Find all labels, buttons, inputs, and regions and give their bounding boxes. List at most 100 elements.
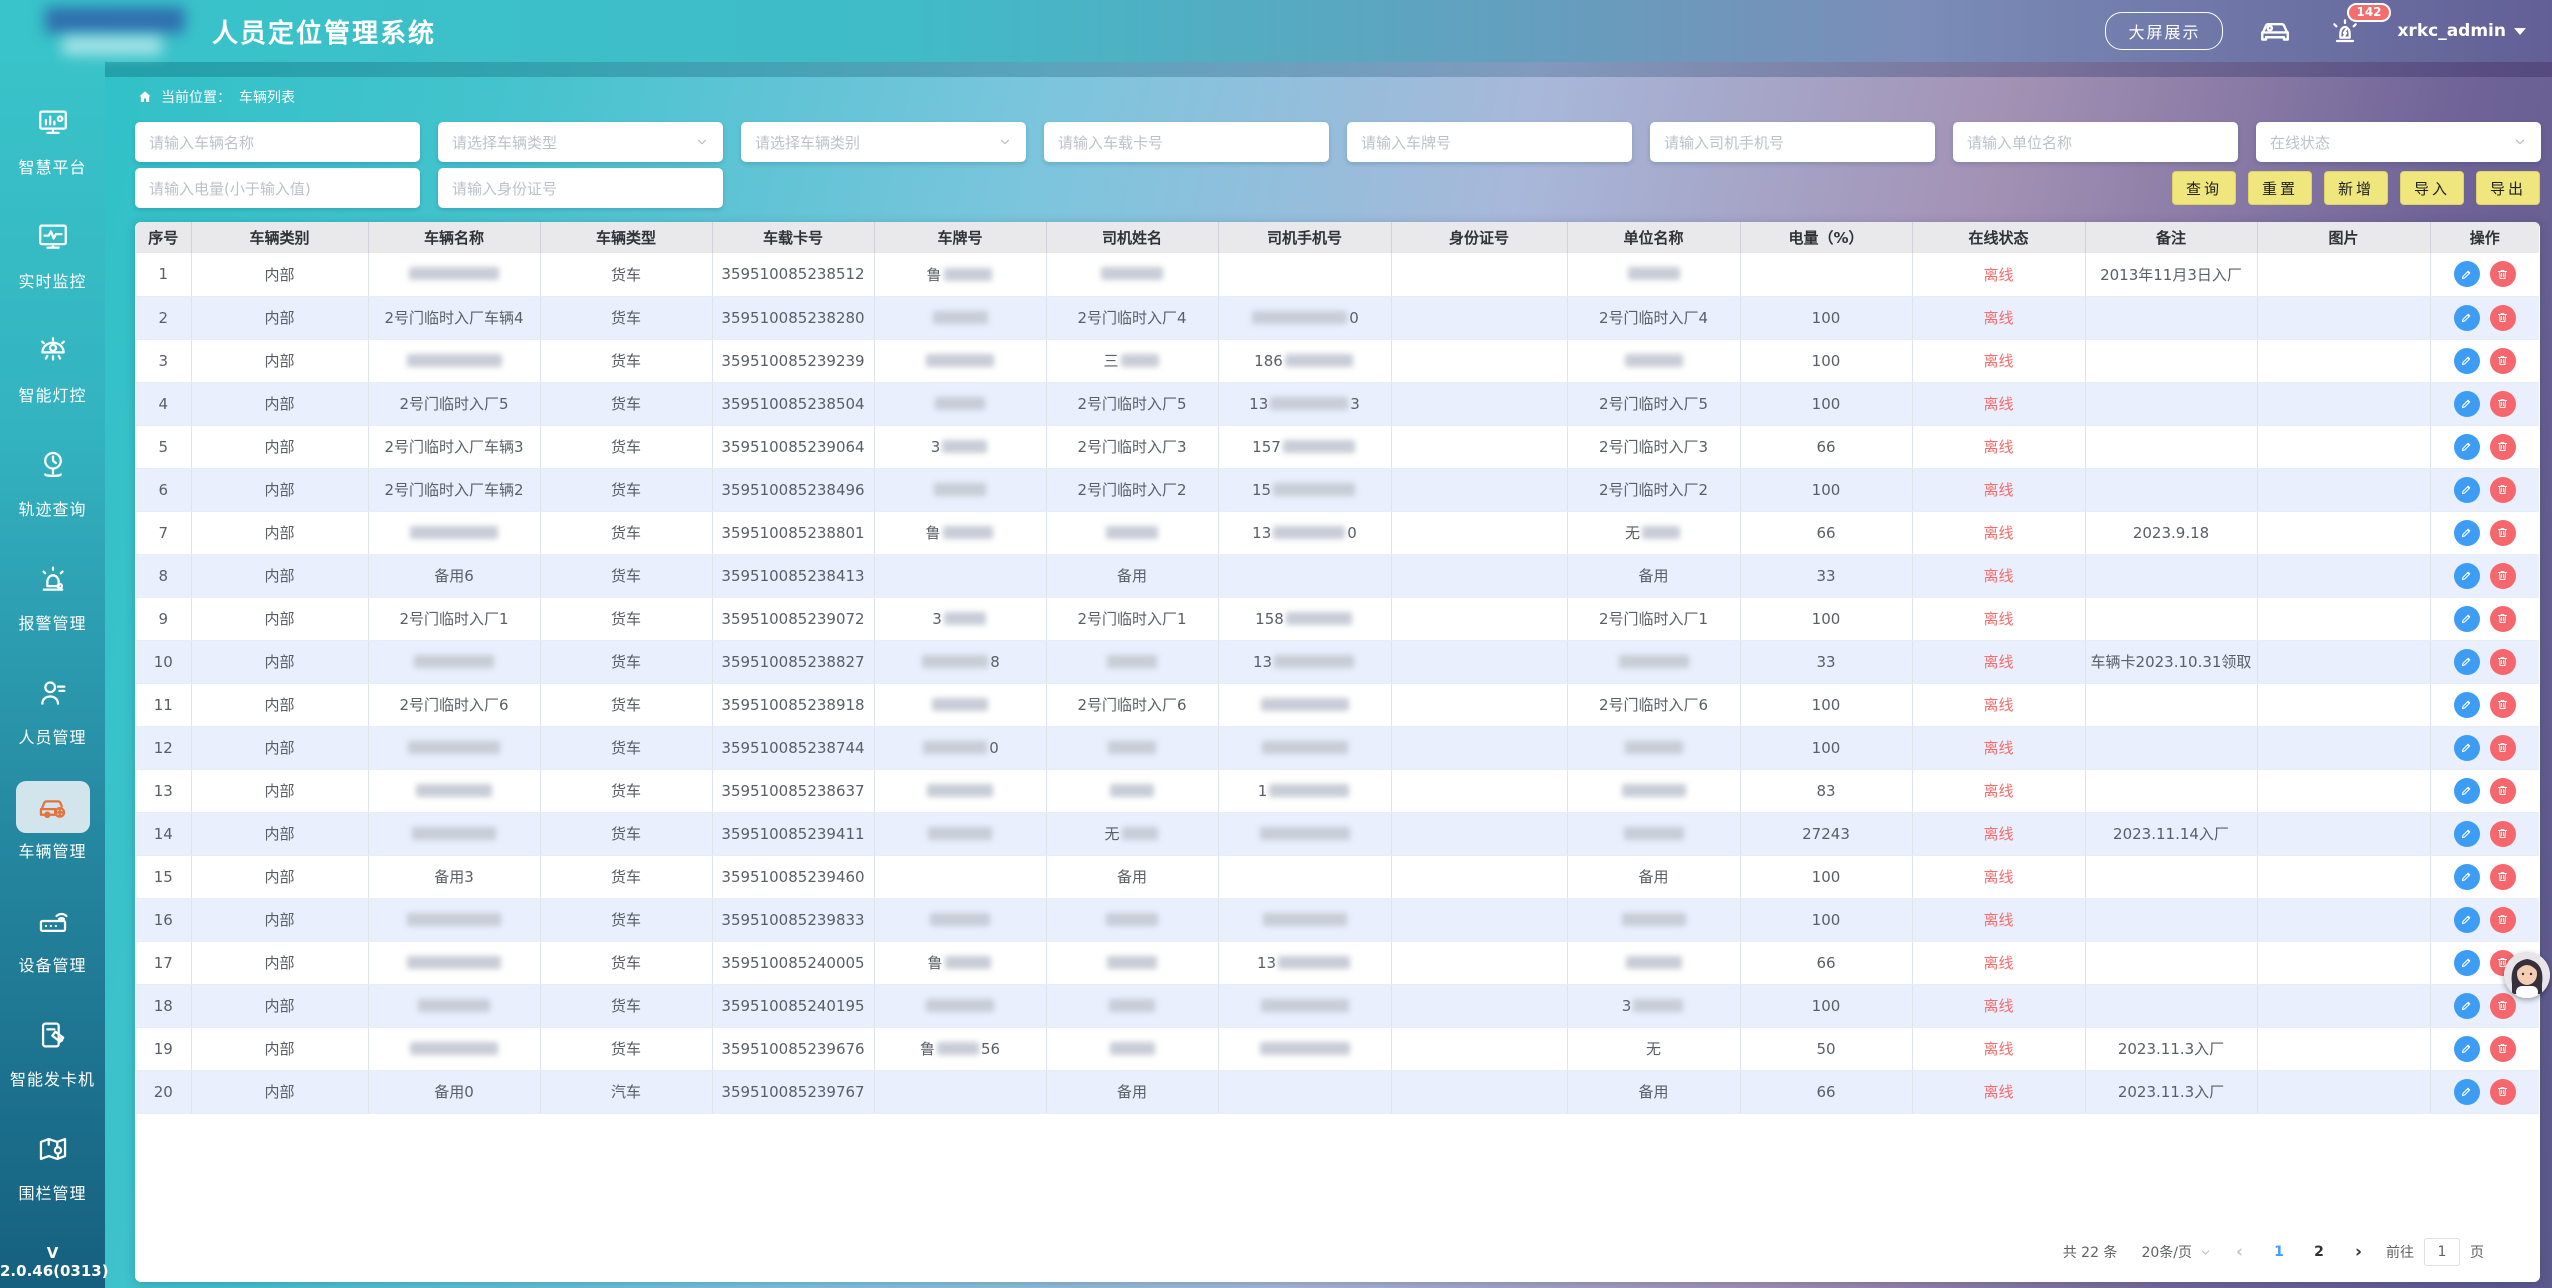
filter-select[interactable]: 在线状态 — [2256, 122, 2541, 162]
edit-button[interactable] — [2453, 691, 2480, 718]
assistant-avatar[interactable] — [2504, 952, 2550, 998]
alarm-siren-icon[interactable]: 142 — [2327, 3, 2391, 49]
delete-button[interactable] — [2489, 433, 2516, 460]
goto-page-input[interactable]: 1 — [2424, 1238, 2460, 1266]
cell-plate — [874, 855, 1047, 899]
edit-button[interactable] — [2453, 562, 2480, 589]
edit-button[interactable] — [2453, 519, 2480, 546]
cell-cat: 内部 — [191, 253, 369, 297]
page-number-1[interactable]: 1 — [2274, 1244, 2284, 1260]
filter-input[interactable]: 请输入车载卡号 — [1044, 122, 1329, 162]
delete-button[interactable] — [2489, 648, 2516, 675]
sidebar-item-card-machine[interactable]: 智能发卡机 — [0, 992, 105, 1106]
cell-pic — [2257, 640, 2431, 684]
sidebar-item-light[interactable]: 智能灯控 — [0, 308, 105, 422]
delete-button[interactable] — [2489, 519, 2516, 546]
sidebar-item-alarm[interactable]: 报警管理 — [0, 536, 105, 650]
filter-input[interactable]: 请输入身份证号 — [438, 168, 723, 208]
cell-cat: 内部 — [191, 941, 369, 985]
delete-button[interactable] — [2489, 1035, 2516, 1062]
edit-button[interactable] — [2453, 734, 2480, 761]
edit-button[interactable] — [2453, 347, 2480, 374]
delete-button[interactable] — [2489, 992, 2516, 1019]
cell-name: 2号门临时入厂5 — [368, 382, 541, 426]
sidebar-item-label: 智能发卡机 — [9, 1069, 95, 1089]
delete-button[interactable] — [2489, 863, 2516, 890]
page-number-2[interactable]: 2 — [2314, 1244, 2324, 1260]
sidebar-item-track[interactable]: 轨迹查询 — [0, 422, 105, 536]
export-button[interactable]: 导出 — [2476, 171, 2540, 205]
cell-name — [368, 511, 541, 555]
sidebar-item-vehicle[interactable]: 车辆管理 — [0, 764, 105, 878]
big-screen-button[interactable]: 大屏展示 — [2105, 12, 2224, 50]
edit-button[interactable] — [2453, 992, 2480, 1019]
cell-driver — [1046, 769, 1219, 813]
cell-cat: 内部 — [191, 984, 369, 1028]
user-menu[interactable]: xrkc_admin — [2397, 21, 2526, 41]
cell-phone — [1218, 683, 1392, 727]
delete-button[interactable] — [2489, 562, 2516, 589]
cell-pic — [2257, 984, 2431, 1028]
redacted-text — [410, 1041, 498, 1055]
edit-button[interactable] — [2453, 906, 2480, 933]
reset-button[interactable]: 重置 — [2248, 171, 2312, 205]
next-page-button[interactable]: › — [2354, 1242, 2362, 1262]
cell-phone — [1218, 812, 1392, 856]
edit-button[interactable] — [2453, 949, 2480, 976]
edit-button[interactable] — [2453, 863, 2480, 890]
edit-button[interactable] — [2453, 390, 2480, 417]
filter-input[interactable]: 请输入车牌号 — [1347, 122, 1632, 162]
sidebar-item-person[interactable]: 人员管理 — [0, 650, 105, 764]
delete-button[interactable] — [2489, 691, 2516, 718]
filter-select[interactable]: 请选择车辆类型 — [438, 122, 723, 162]
filter-input[interactable]: 请输入车辆名称 — [135, 122, 420, 162]
cell-card: 359510085238918 — [712, 683, 875, 727]
table-row: 1 内部 货车 359510085238512 鲁 离线 2013年11月3日入厂 — [136, 253, 2539, 297]
edit-button[interactable] — [2453, 648, 2480, 675]
edit-button[interactable] — [2453, 820, 2480, 847]
search-button[interactable]: 查询 — [2172, 171, 2236, 205]
cell-phone: 186 — [1218, 339, 1392, 383]
edit-button[interactable] — [2453, 304, 2480, 331]
delete-button[interactable] — [2489, 605, 2516, 632]
filter-input[interactable]: 请输入电量(小于输入值) — [135, 168, 420, 208]
edit-button[interactable] — [2453, 476, 2480, 503]
delete-button[interactable] — [2489, 734, 2516, 761]
filter-input[interactable]: 请输入司机手机号 — [1650, 122, 1935, 162]
vehicle-monitor-icon[interactable] — [2257, 13, 2293, 49]
redacted-text — [1274, 654, 1355, 668]
filter-input[interactable]: 请输入单位名称 — [1953, 122, 2238, 162]
delete-button[interactable] — [2489, 777, 2516, 804]
delete-button[interactable] — [2489, 390, 2516, 417]
sidebar-item-device[interactable]: 设备管理 — [0, 878, 105, 992]
edit-button[interactable] — [2453, 261, 2480, 288]
sidebar-item-dashboard[interactable]: 智慧平台 — [0, 80, 105, 194]
cell-idcard — [1391, 898, 1568, 942]
prev-page-button[interactable]: ‹ — [2235, 1242, 2243, 1262]
edit-button[interactable] — [2453, 433, 2480, 460]
delete-button[interactable] — [2489, 820, 2516, 847]
delete-button[interactable] — [2489, 906, 2516, 933]
cell-driver: 2号门临时入厂3 — [1046, 425, 1219, 469]
page-size-select[interactable]: 20条/页 — [2141, 1242, 2212, 1262]
edit-button[interactable] — [2453, 605, 2480, 632]
delete-button[interactable] — [2489, 304, 2516, 331]
edit-button[interactable] — [2453, 1078, 2480, 1105]
filter-select[interactable]: 请选择车辆类别 — [741, 122, 1026, 162]
delete-button[interactable] — [2489, 1078, 2516, 1105]
edit-button[interactable] — [2453, 1035, 2480, 1062]
sidebar-item-fence[interactable]: 围栏管理 — [0, 1106, 105, 1220]
add-button[interactable]: 新增 — [2324, 171, 2388, 205]
cell-pic — [2257, 769, 2431, 813]
delete-button[interactable] — [2489, 261, 2516, 288]
sidebar-item-monitor[interactable]: 实时监控 — [0, 194, 105, 308]
header-divider-band — [0, 62, 2552, 77]
column-header: 车辆名称 — [368, 222, 541, 253]
cell-unit: 2号门临时入厂5 — [1567, 382, 1741, 426]
edit-button[interactable] — [2453, 777, 2480, 804]
goto-prefix: 前往 — [2386, 1245, 2414, 1261]
delete-button[interactable] — [2489, 476, 2516, 503]
delete-button[interactable] — [2489, 347, 2516, 374]
table-row: 9 内部 2号门临时入厂1 货车 359510085239072 3 2号门临时入厂1 158… — [136, 597, 2539, 641]
import-button[interactable]: 导入 — [2400, 171, 2464, 205]
